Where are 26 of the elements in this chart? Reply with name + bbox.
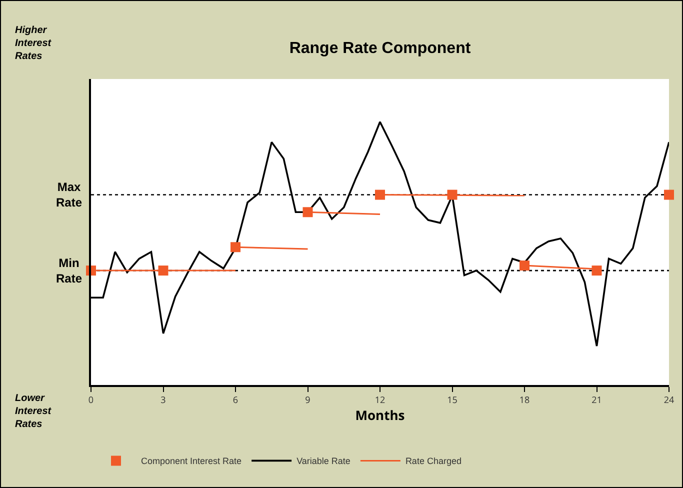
- x-tick-label: 0: [88, 392, 94, 406]
- chart-title: Range Rate Component: [289, 40, 472, 57]
- point: [592, 266, 602, 276]
- x-tick-label: 21: [592, 392, 602, 406]
- point: [447, 190, 458, 200]
- point: [664, 190, 674, 200]
- point: [375, 190, 385, 200]
- text: Higher Interest Rates: [15, 25, 52, 62]
- legend-label: Variable Rate: [296, 456, 350, 466]
- point: [158, 266, 168, 276]
- x-tick-label: 9: [305, 392, 310, 406]
- x-tick-label: 12: [374, 392, 386, 406]
- x-tick-label: 3: [160, 392, 166, 406]
- legend-label: Rate Charged: [405, 456, 462, 466]
- point: [520, 260, 530, 271]
- x-tick-label: 18: [519, 392, 530, 406]
- ref-line-label: Max Rate: [56, 180, 82, 210]
- x-tick-label: 6: [232, 392, 238, 406]
- text: Lower Interest Rates: [15, 393, 52, 430]
- x-axis-title: Months: [355, 406, 405, 424]
- point: [230, 242, 240, 252]
- x-tick-label: 15: [447, 392, 458, 406]
- x-tick-label: 24: [664, 392, 674, 406]
- ref-line-label: Min Rate: [56, 256, 82, 286]
- point: [302, 207, 313, 218]
- legend-label: Component Interest Rate: [141, 456, 242, 466]
